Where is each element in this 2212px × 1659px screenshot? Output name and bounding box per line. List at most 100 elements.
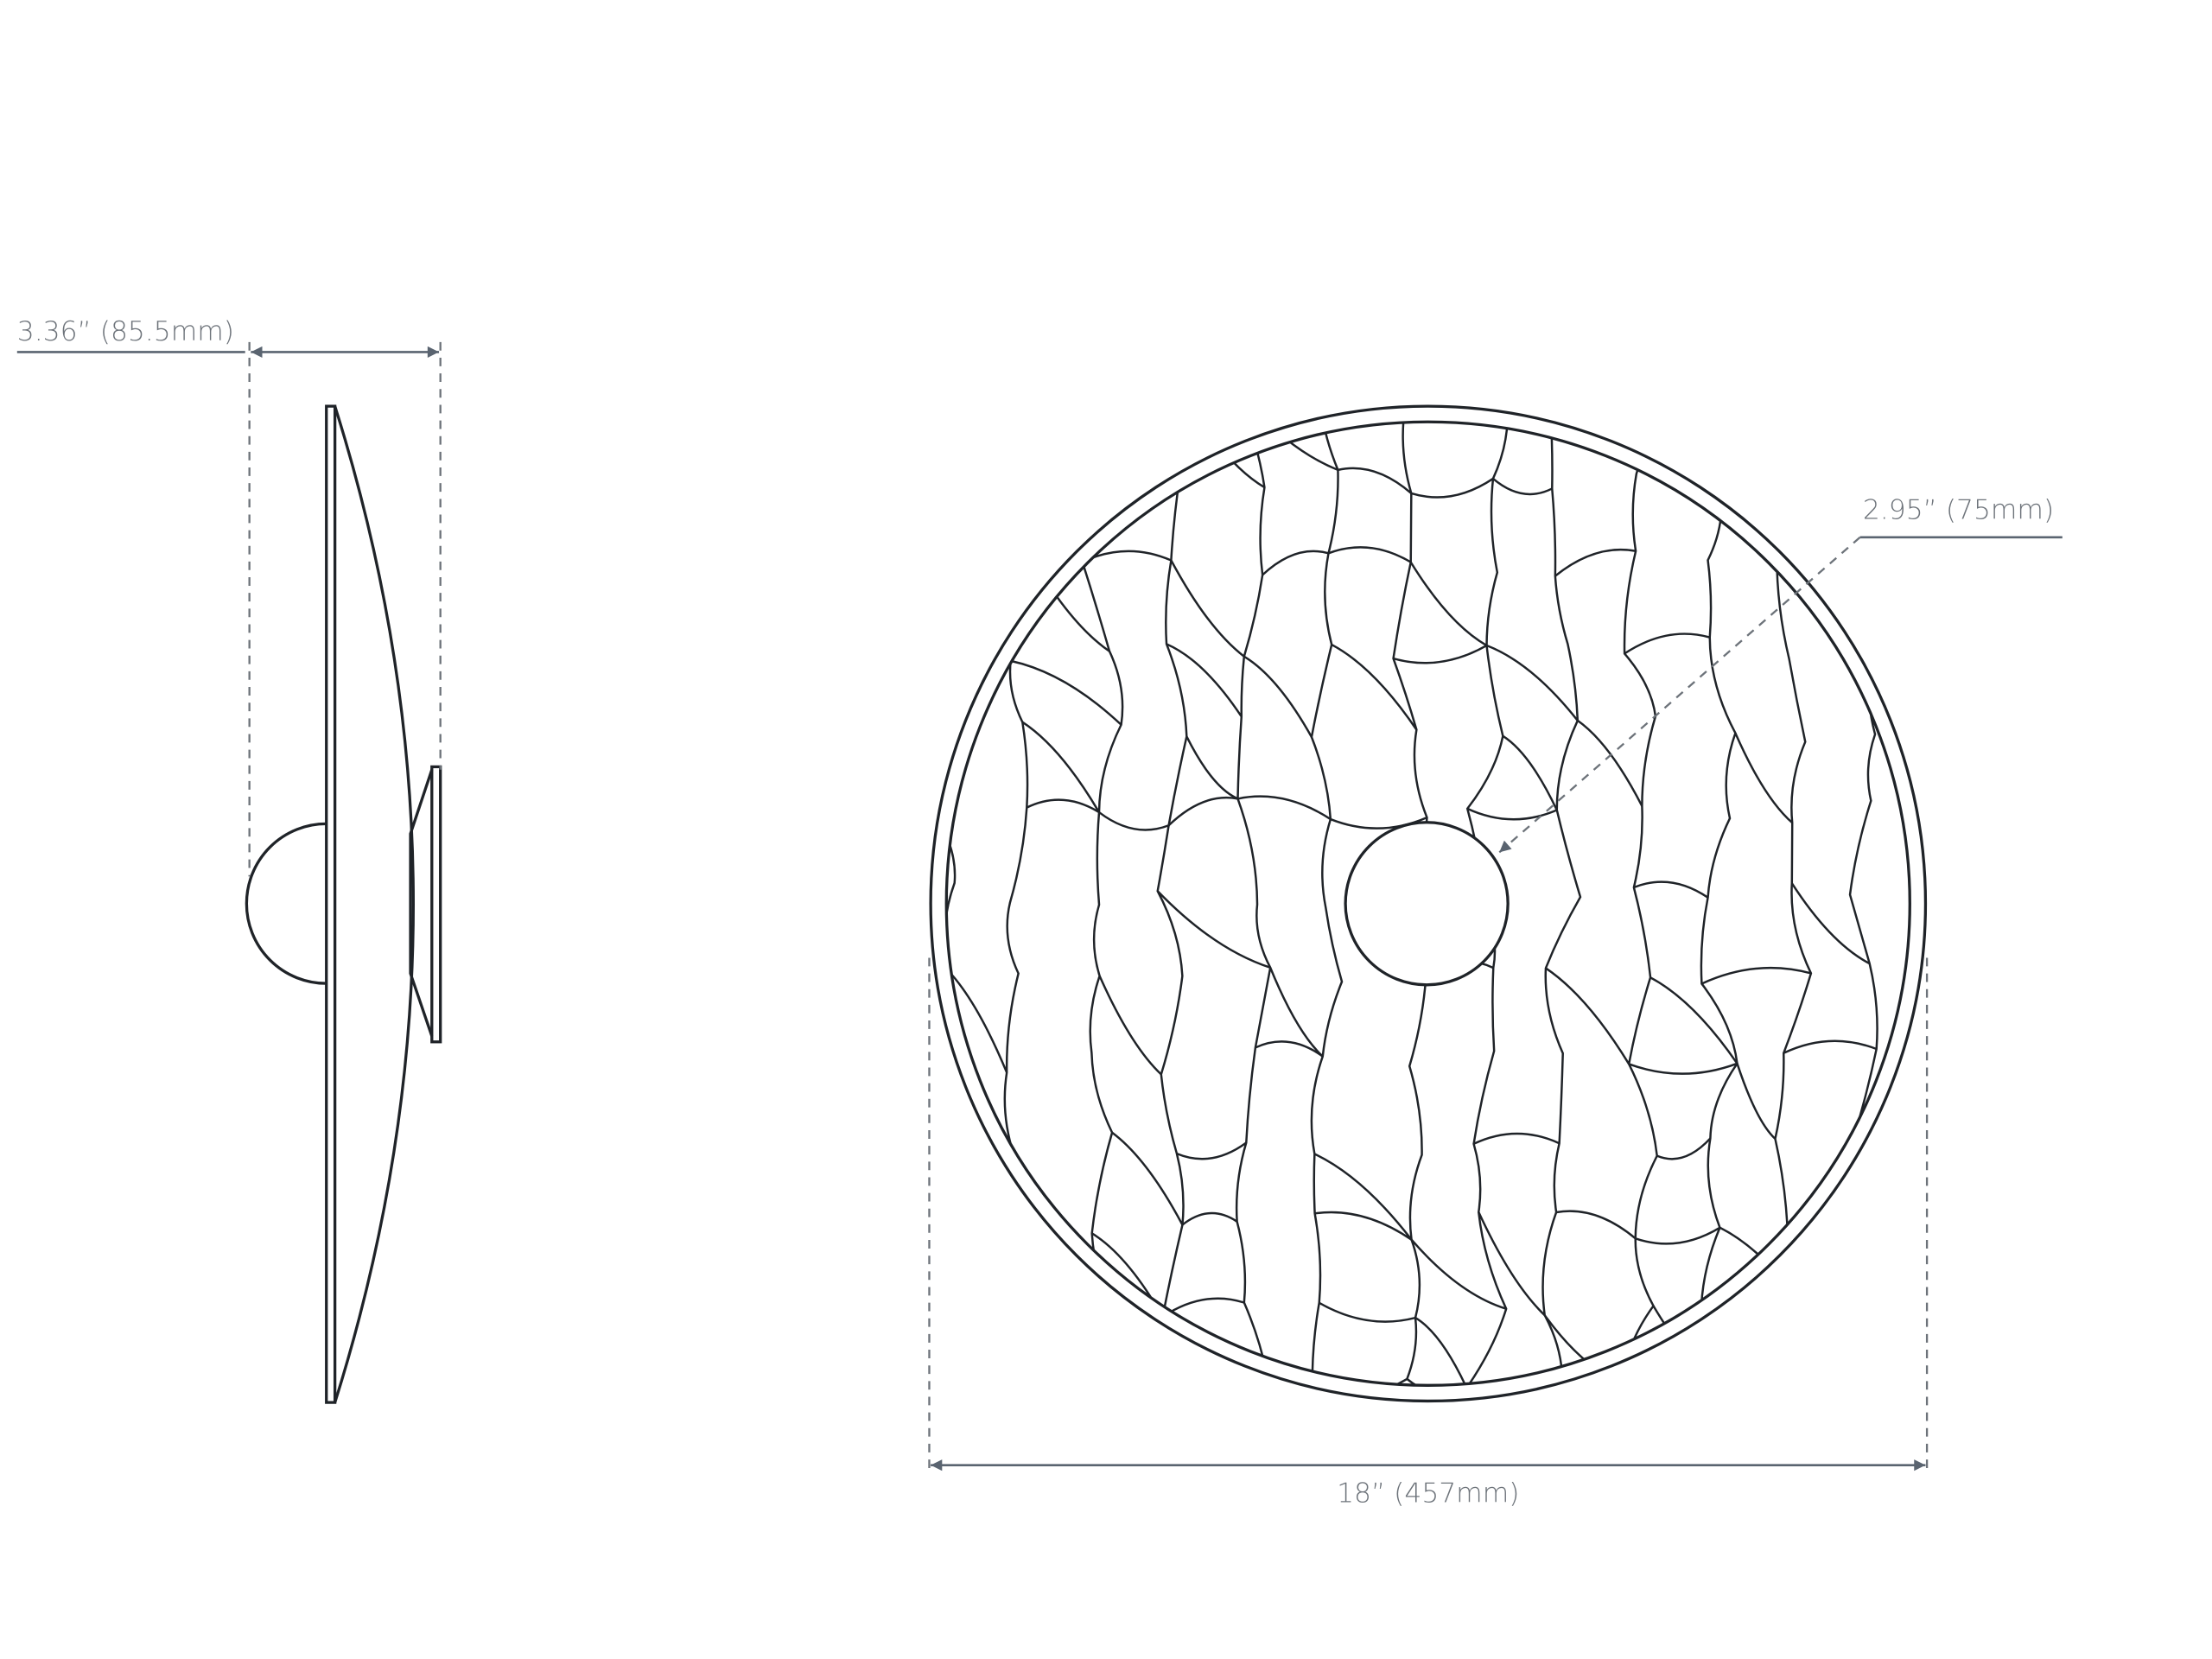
cell-edge	[1466, 807, 1558, 821]
cell-edge	[1492, 477, 1553, 496]
cell-edge	[1478, 1211, 1546, 1317]
cell-edge	[1269, 967, 1324, 1058]
cell-edge	[1167, 796, 1238, 827]
cell-edge	[1234, 422, 1272, 1382]
cell-edge	[1736, 1063, 1777, 1140]
cell-edge	[1702, 392, 1796, 405]
depth-dimension: 3.36” (85.5mm)	[17, 316, 442, 877]
outer-disc	[929, 404, 1928, 1403]
front-view	[929, 384, 1928, 1403]
cell-edge	[1188, 422, 1266, 489]
depth-label: 3.36” (85.5mm)	[17, 316, 234, 347]
cell-edge	[1776, 553, 1875, 640]
cell-edge	[1414, 1317, 1468, 1386]
cell-edge	[1330, 816, 1427, 830]
cell-edge	[1010, 659, 1122, 726]
cell-edge	[1310, 422, 1344, 1386]
leader-line	[1498, 536, 1861, 854]
cell-edge	[1406, 1377, 1467, 1386]
cell-edge	[1734, 732, 1794, 824]
canopy-dimension: 2.95” (75mm)	[1498, 494, 2063, 854]
cell-edge	[1319, 1301, 1416, 1323]
cell-edge	[1720, 474, 1800, 496]
cell-edge	[1700, 1304, 1797, 1380]
cell-edge	[1486, 644, 1579, 721]
cell-edge	[1807, 1310, 1859, 1378]
side-view	[245, 404, 442, 1404]
cell-edge	[1098, 976, 1162, 1076]
cell-edge	[1331, 643, 1418, 731]
cell-edge	[1796, 384, 1870, 399]
cell-edge	[1700, 966, 1812, 985]
cell-edge	[1031, 557, 1110, 652]
cell-edge	[1003, 422, 1046, 1386]
cell-edge	[1700, 422, 1738, 1386]
plate-curve	[334, 405, 415, 1403]
cell-edge	[1176, 1141, 1248, 1160]
cell-edge	[1554, 548, 1637, 577]
cell-edge	[1234, 422, 1338, 472]
cell-edge	[1410, 477, 1494, 499]
cell-edge	[1783, 1039, 1878, 1054]
cell-edge	[1099, 458, 1182, 472]
cell-edge	[1314, 1211, 1413, 1241]
cell-edge	[1262, 550, 1329, 576]
cell-edge	[1649, 976, 1738, 1065]
cell-edge	[1328, 546, 1412, 563]
canopy	[1344, 821, 1510, 987]
cell-edge	[1652, 1305, 1732, 1386]
cell-edge	[1243, 655, 1313, 738]
diameter-dimension: 18” (457mm)	[928, 957, 1929, 1510]
cell-edge	[946, 556, 1033, 573]
cell-edge	[1091, 1232, 1164, 1318]
cell-edge	[1043, 422, 1101, 472]
cell-edge	[1021, 721, 1101, 813]
cell-edge	[1237, 795, 1332, 821]
cell-edge	[1119, 1380, 1197, 1386]
cell-edge	[1098, 811, 1170, 831]
cell-edge	[1635, 1226, 1721, 1245]
cell-edge	[1502, 734, 1558, 811]
cell-edge	[1026, 798, 1100, 814]
cell-edge	[946, 422, 968, 1386]
cell-edge	[1020, 468, 1101, 489]
cell-edge	[1633, 880, 1709, 899]
cell-edge	[1410, 1238, 1507, 1310]
cell-edge	[1577, 719, 1643, 807]
mount-plate	[430, 765, 442, 1044]
cell-edge	[1796, 1366, 1858, 1380]
cell-edge	[1170, 559, 1245, 658]
cell-edge	[1185, 735, 1239, 800]
canopy-label: 2.95” (75mm)	[1863, 494, 2054, 525]
cell-edge	[1541, 422, 1582, 1386]
cell-edge	[1111, 1131, 1184, 1226]
cell-edge	[1409, 561, 1488, 647]
cell-edge	[1798, 475, 1872, 489]
hemisphere	[245, 822, 327, 985]
cell-edge	[1624, 632, 1711, 655]
plate-edge	[325, 404, 337, 1404]
mount-neck	[409, 769, 434, 1037]
cell-edge	[1166, 643, 1243, 717]
cell-edge	[1393, 644, 1488, 664]
cell-edge	[1555, 1210, 1637, 1240]
cell-edge	[1081, 422, 1124, 1386]
cell-edge	[1545, 967, 1630, 1065]
cell-edge	[1790, 882, 1871, 965]
cell-edge	[1195, 1379, 1269, 1386]
cell-edge	[946, 969, 1008, 1073]
cell-edge	[1628, 1062, 1738, 1075]
cell-edge	[1313, 1153, 1413, 1241]
cell-edge	[1255, 1040, 1324, 1058]
cell-edge	[1473, 1132, 1560, 1145]
diameter-label: 18” (457mm)	[1337, 1478, 1519, 1510]
cell-edge	[1156, 422, 1197, 1385]
cell-edge	[1656, 1137, 1712, 1160]
texture-boundary	[944, 420, 1911, 1387]
cell-edge	[1338, 467, 1413, 494]
cell-edge	[946, 1211, 1030, 1307]
cell-edge	[1156, 890, 1271, 969]
cell-edge	[1181, 1211, 1238, 1226]
